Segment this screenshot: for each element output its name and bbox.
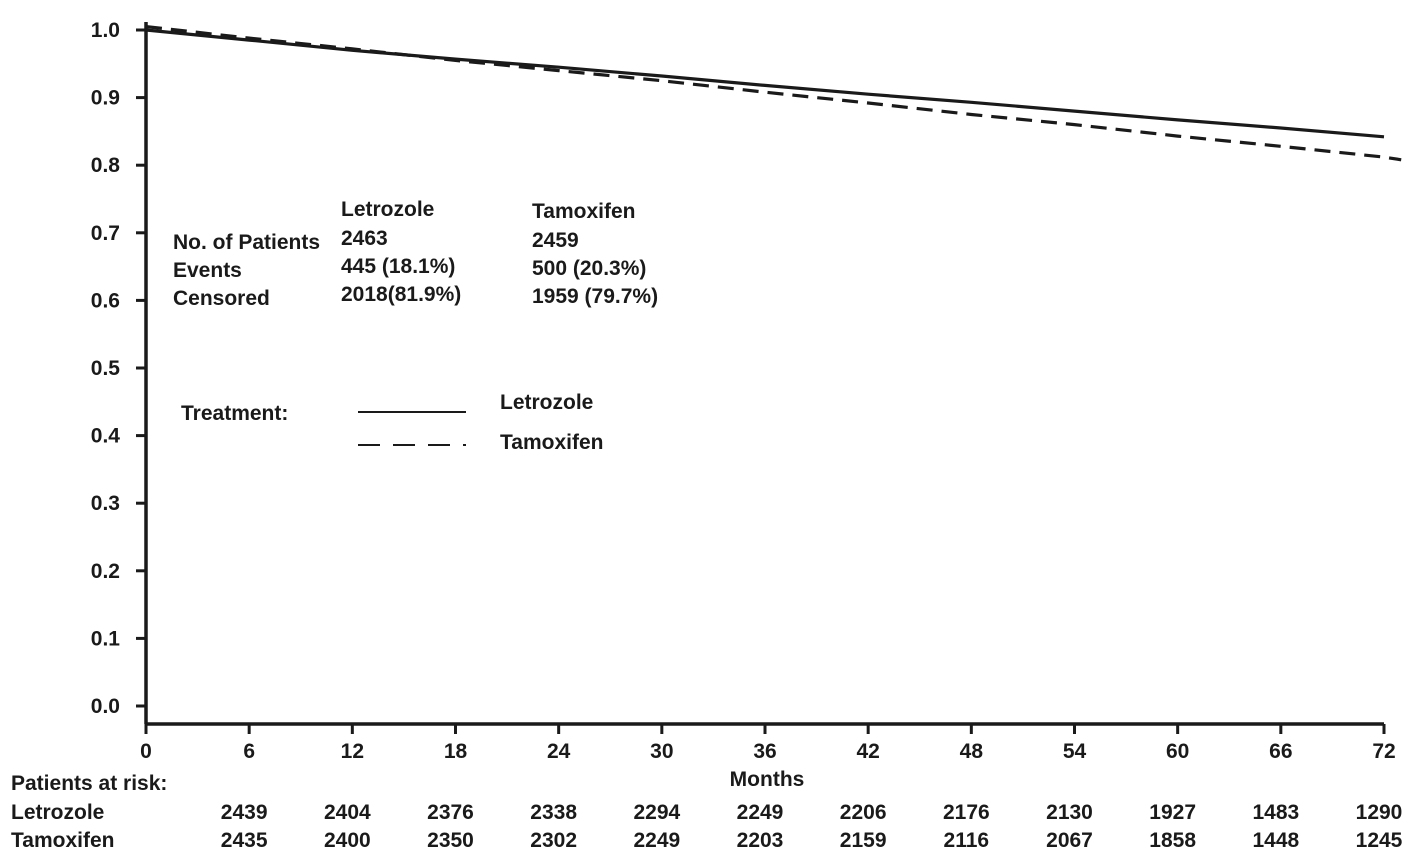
risk-cell: 2249 xyxy=(633,829,680,851)
x-tick-label: 48 xyxy=(960,740,984,763)
x-tick-label: 24 xyxy=(547,740,571,763)
x-tick-label: 18 xyxy=(444,740,468,763)
x-axis-title: Months xyxy=(730,768,805,791)
risk-cell: 2302 xyxy=(530,829,577,851)
x-tick-label: 54 xyxy=(1063,740,1087,763)
summary-cell: 500 (20.3%) xyxy=(532,257,646,280)
x-tick-label: 42 xyxy=(856,740,879,763)
legend-title: Treatment: xyxy=(181,402,288,425)
risk-cell: 1927 xyxy=(1149,801,1196,824)
y-tick-label: 0.5 xyxy=(91,357,121,380)
risk-cell: 2439 xyxy=(221,801,268,824)
x-tick-label: 6 xyxy=(243,740,255,763)
risk-cell: 2435 xyxy=(221,829,268,851)
summary-cell: 1959 (79.7%) xyxy=(532,285,658,308)
risk-cell: 1290 xyxy=(1356,801,1403,824)
risk-cell: 2130 xyxy=(1046,801,1093,824)
risk-cell: 2067 xyxy=(1046,829,1093,851)
summary-header-letrozole: Letrozole xyxy=(341,198,434,221)
risk-cell: 2203 xyxy=(737,829,784,851)
summary-row-label: Events xyxy=(173,259,242,282)
y-tick-label: 0.4 xyxy=(91,425,121,448)
legend-label-letrozole: Letrozole xyxy=(500,391,593,414)
series-layer xyxy=(145,25,1402,162)
summary-row-label: No. of Patients xyxy=(173,231,320,254)
risk-cell: 2376 xyxy=(427,801,474,824)
legend-label-tamoxifen: Tamoxifen xyxy=(500,431,603,454)
y-tick-label: 0.9 xyxy=(91,87,120,110)
risk-cell: 1448 xyxy=(1252,829,1299,851)
risk-cell: 1483 xyxy=(1252,801,1299,824)
summary-header-tamoxifen: Tamoxifen xyxy=(532,200,635,223)
risk-row-label: Letrozole xyxy=(11,801,104,824)
risk-table: Patients at risk: Letrozole 2439 2404 2376 23… xyxy=(11,772,1403,851)
x-tick-label: 12 xyxy=(341,740,364,763)
risk-cell: 1245 xyxy=(1356,829,1403,851)
y-tick-label: 0.0 xyxy=(91,695,120,718)
y-tick-label: 0.1 xyxy=(91,627,121,650)
y-tick-label: 1.0 xyxy=(91,19,120,42)
plot-axes: 0.0 0.1 0.2 0.3 0.4 0.5 0.6 0.7 0.8 0.9 1.0 0 6 12 18 2… xyxy=(91,19,1396,791)
risk-cell: 2294 xyxy=(633,801,680,824)
summary-cell: 2463 xyxy=(341,227,388,250)
summary-cell: 2018(81.9%) xyxy=(341,283,461,306)
risk-cell: 2249 xyxy=(737,801,784,824)
y-tick-label: 0.6 xyxy=(91,289,120,312)
x-tick-label: 66 xyxy=(1269,740,1292,763)
x-tick-label: 36 xyxy=(753,740,776,763)
risk-cell: 2350 xyxy=(427,829,474,851)
x-tick-label: 60 xyxy=(1166,740,1189,763)
series-line-tamoxifen xyxy=(145,25,1402,162)
y-tick-label: 0.7 xyxy=(91,222,120,245)
summary-row-label: Censored xyxy=(173,287,270,310)
risk-cell: 2159 xyxy=(840,829,887,851)
risk-cell: 2116 xyxy=(944,829,990,851)
y-tick-label: 0.2 xyxy=(91,560,120,583)
risk-cell: 2176 xyxy=(943,801,990,824)
summary-cell: 445 (18.1%) xyxy=(341,255,455,278)
risk-row-label: Tamoxifen xyxy=(11,829,114,851)
risk-table-title: Patients at risk: xyxy=(11,772,167,795)
x-tick-label: 0 xyxy=(140,740,152,763)
y-tick-label: 0.3 xyxy=(91,492,120,515)
summary-cell: 2459 xyxy=(532,229,579,252)
risk-cell: 1858 xyxy=(1149,829,1196,851)
x-tick-label: 30 xyxy=(650,740,673,763)
x-tick-label: 72 xyxy=(1372,740,1395,763)
legend: Treatment: Letrozole Tamoxifen xyxy=(181,391,603,454)
risk-cell: 2338 xyxy=(530,801,577,824)
risk-cell: 2400 xyxy=(324,829,371,851)
risk-cell: 2404 xyxy=(324,801,371,824)
summary-table: Letrozole Tamoxifen No. of Patients 2463 245… xyxy=(173,198,658,310)
risk-cell: 2206 xyxy=(840,801,887,824)
y-tick-label: 0.8 xyxy=(91,154,121,177)
